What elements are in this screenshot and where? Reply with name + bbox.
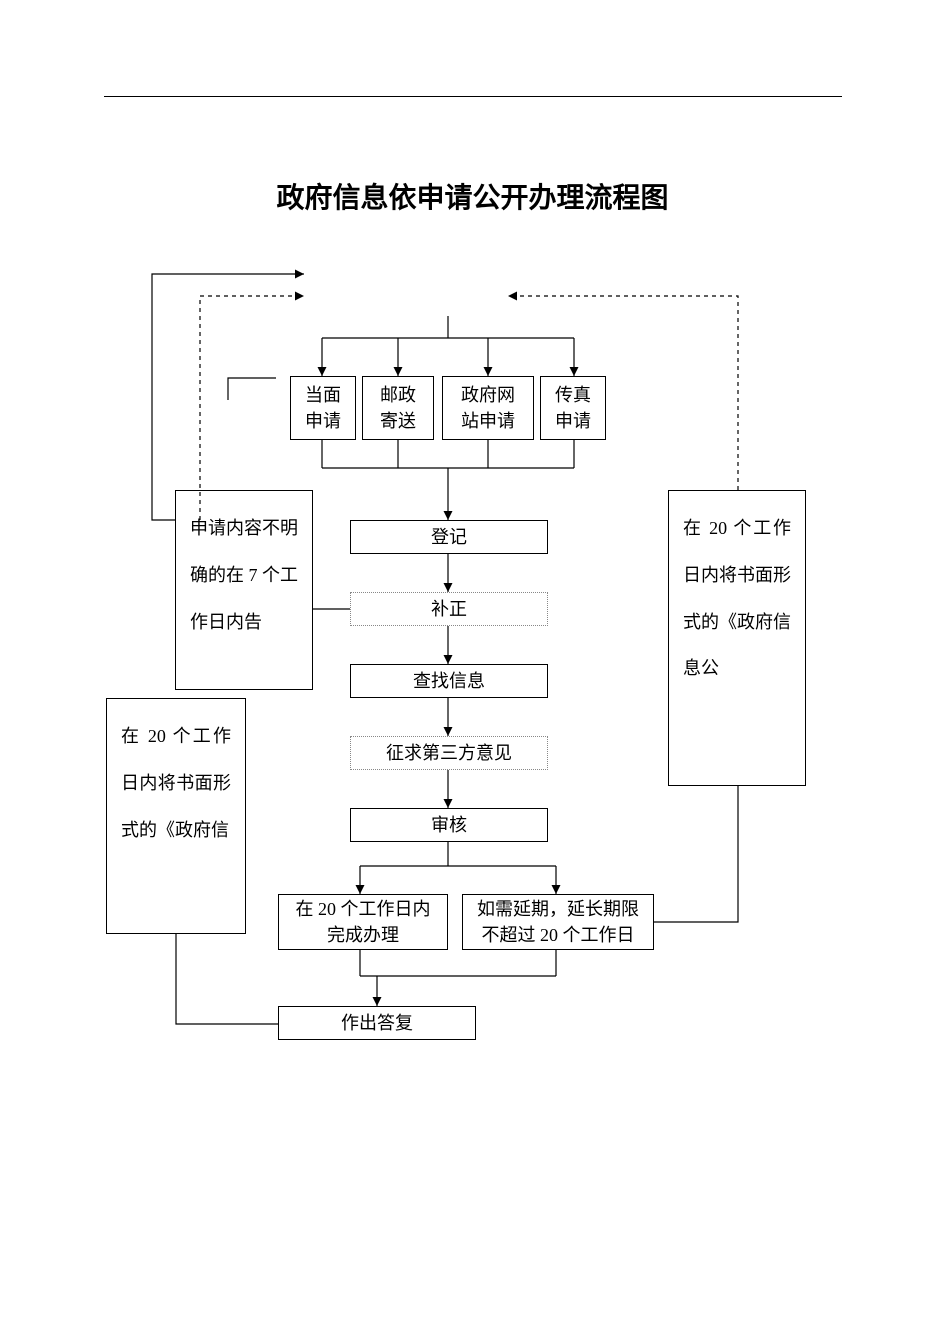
page-title: 政府信息依申请公开办理流程图 — [0, 176, 945, 216]
side-deliver-20d: 在 20 个工作日内将书面形式的《政府信 — [106, 698, 246, 934]
node-correction: 补正 — [350, 592, 548, 626]
node-review: 审核 — [350, 808, 548, 842]
node-extend: 如需延期，延长期限 不超过 20 个工作日 — [462, 894, 654, 950]
node-input-in-person: 当面 申请 — [290, 376, 356, 440]
node-input-fax: 传真 申请 — [540, 376, 606, 440]
node-third-party: 征求第三方意见 — [350, 736, 548, 770]
node-register: 登记 — [350, 520, 548, 554]
node-input-website: 政府网 站申请 — [442, 376, 534, 440]
node-lookup: 查找信息 — [350, 664, 548, 698]
node-input-mail: 邮政 寄送 — [362, 376, 434, 440]
diagram-root: 政府信息依申请公开办理流程图 当面 申请 邮政 寄送 政府网 站申请 传真 申请… — [0, 0, 945, 1337]
side-clarify-7d: 申请内容不明确的在 7 个工作日内告 — [175, 490, 313, 690]
side-extend-20d: 在 20 个工作日内将书面形式的《政府信息公 — [668, 490, 806, 786]
node-complete-20d: 在 20 个工作日内 完成办理 — [278, 894, 448, 950]
node-reply: 作出答复 — [278, 1006, 476, 1040]
header-rule — [104, 96, 842, 97]
